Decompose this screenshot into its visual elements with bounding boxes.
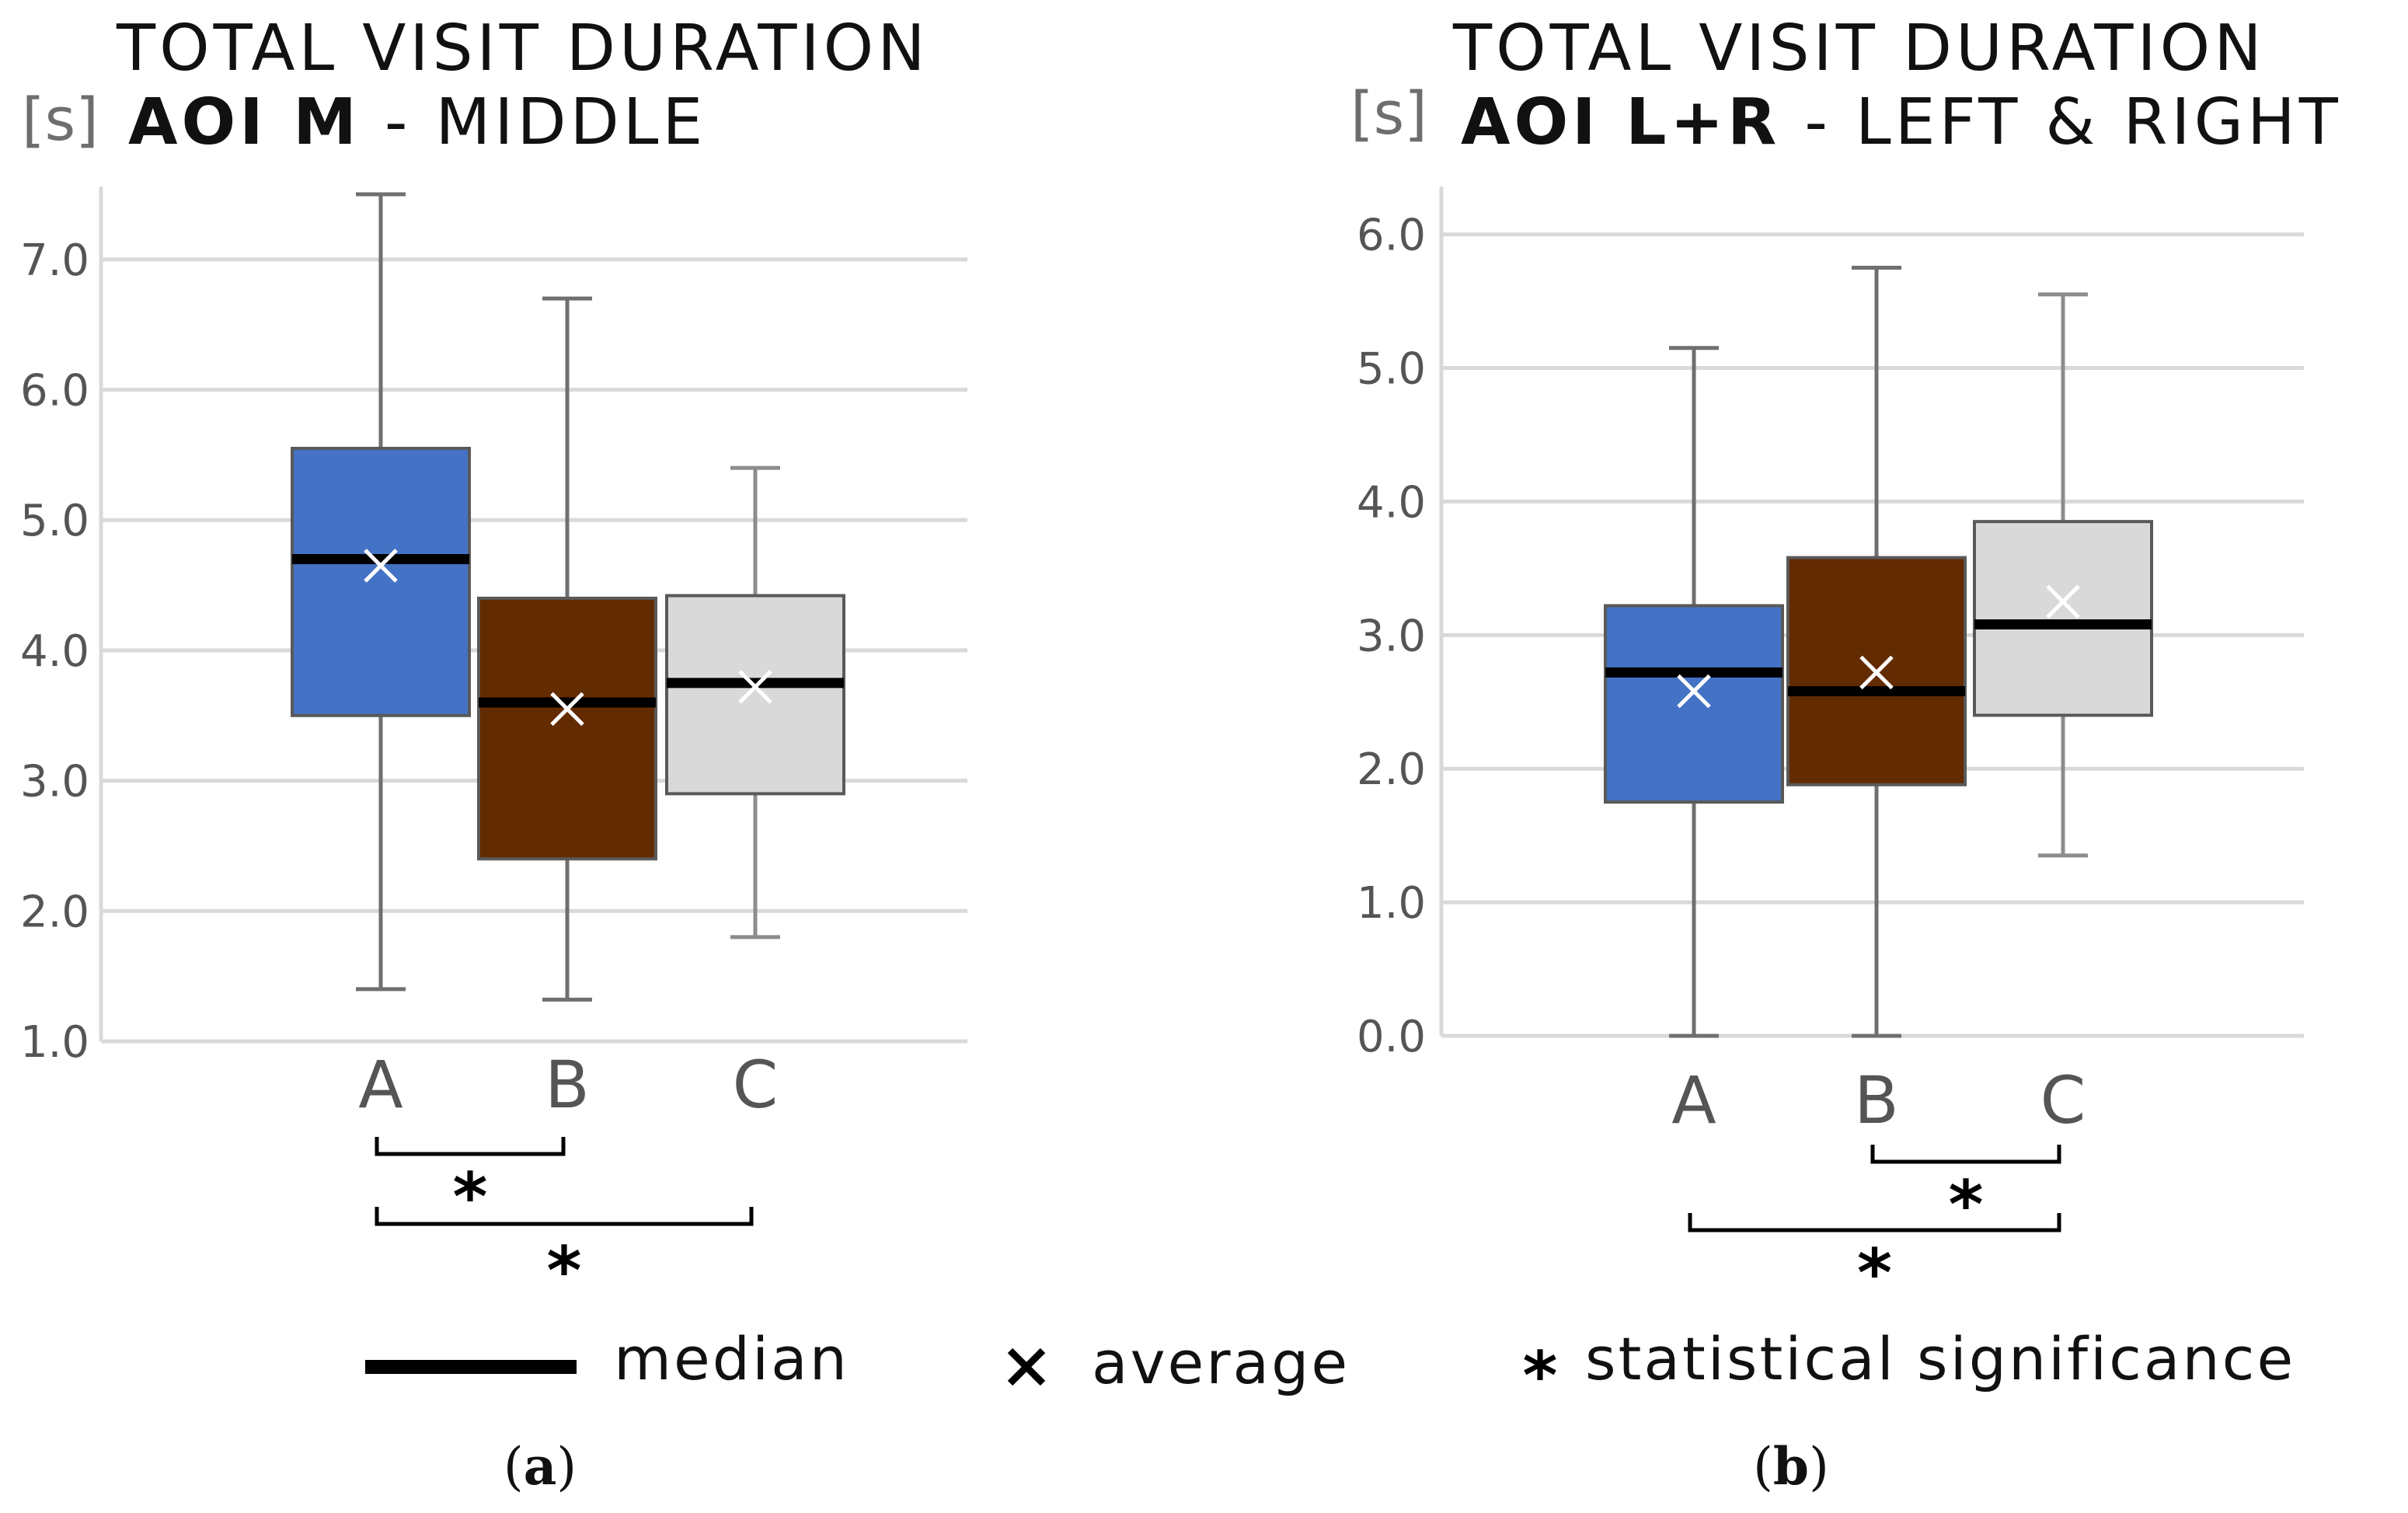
box-a [291, 447, 471, 717]
mean-marker-stroke [550, 692, 584, 727]
box-c [665, 594, 845, 796]
mean-marker-stroke [1859, 655, 1894, 690]
mean-marker-c [2046, 584, 2080, 619]
significance-bracket-a-2: * [375, 1207, 754, 1310]
mean-marker-b [550, 692, 584, 727]
legend-median-label: median [614, 1324, 849, 1393]
significance-bracket-line [375, 1207, 754, 1226]
box-a [1604, 604, 1784, 804]
x-category-label: C [2040, 1062, 2086, 1138]
y-tick-label: 4.0 [20, 626, 89, 677]
x-category-label: C [733, 1047, 779, 1123]
y-tick-label: 3.0 [20, 757, 89, 807]
caption-b: (b) [1753, 1436, 1829, 1497]
y-tick-label: 1.0 [1357, 878, 1426, 929]
caption-a: (a) [504, 1436, 577, 1497]
y-tick-label: 6.0 [1357, 211, 1426, 261]
legend-significance-label: statistical significance [1585, 1324, 2295, 1393]
mean-marker-stroke [1677, 674, 1711, 709]
y-tick-label: 4.0 [1357, 477, 1426, 528]
significance-star: * [1857, 1235, 1892, 1313]
y-tick-label: 6.0 [20, 366, 89, 417]
legend-average-icon [1007, 1347, 1046, 1386]
y-tick-label: 5.0 [1357, 343, 1426, 394]
chart-subtitle-bold-b: AOI L+R [1461, 85, 1780, 159]
y-tick-label: 2.0 [1357, 744, 1426, 795]
plot-area-a: 1.0 2.0 3.0 4.0 5.0 6.0 7.0 A B C ** [20, 187, 967, 1310]
x-category-label: B [1854, 1062, 1899, 1138]
y-tick-label: 0.0 [1357, 1012, 1426, 1062]
y-tick-label: 7.0 [20, 235, 89, 286]
y-tick-label: 1.0 [20, 1017, 89, 1068]
legend-average-label: average [1092, 1328, 1350, 1397]
significance-bracket-line [1870, 1145, 2061, 1164]
chart-subtitle-a: AOI M - MIDDLE [128, 85, 706, 159]
chart-title-b: TOTAL VISIT DURATION [1452, 12, 2266, 85]
mean-marker-c [738, 670, 772, 704]
plot-area-b: 0.0 1.0 2.0 3.0 4.0 5.0 6.0 A B C * * [1357, 187, 2304, 1313]
chart-title-a: TOTAL VISIT DURATION [116, 12, 929, 85]
x-category-label: A [358, 1047, 402, 1123]
significance-star: * [1949, 1166, 1984, 1244]
y-tick-label: 3.0 [1357, 611, 1426, 661]
chart-subtitle-bold-a: AOI M [128, 85, 361, 159]
chart-panel-a: TOTAL VISIT DURATION [s] AOI M - MIDDLE … [20, 12, 967, 1497]
x-category-label: A [1671, 1062, 1716, 1138]
mean-marker-stroke [364, 549, 398, 583]
box-c [1973, 520, 2153, 717]
y-tick-label: 2.0 [20, 887, 89, 937]
mean-marker-stroke [738, 670, 772, 704]
significance-bracket-b-2: * [1688, 1213, 2061, 1313]
y-unit-a: [s] [22, 85, 99, 154]
mean-marker-a [364, 549, 398, 583]
chart-subtitle-rest-b: - LEFT & RIGHT [1804, 85, 2342, 159]
significance-bracket-line [1688, 1213, 2061, 1232]
chart-panel-b: TOTAL VISIT DURATION [s] AOI L+R - LEFT … [1350, 12, 2342, 1497]
significance-bracket-line [375, 1137, 566, 1156]
legend-significance-symbol: * [1523, 1337, 1558, 1415]
mean-marker-a [1677, 674, 1711, 709]
mean-marker-stroke [2046, 584, 2080, 619]
significance-bracket-a-1: * [375, 1137, 566, 1236]
y-unit-b: [s] [1350, 78, 1427, 148]
mean-marker-b [1859, 655, 1894, 690]
chart-subtitle-rest-a: - MIDDLE [385, 85, 706, 159]
significance-star: * [547, 1232, 582, 1310]
legend-median-swatch [365, 1360, 577, 1374]
legend: median average * statistical significanc… [365, 1324, 2295, 1415]
box-b [477, 596, 657, 861]
y-tick-label: 5.0 [20, 496, 89, 546]
chart-subtitle-b: AOI L+R - LEFT & RIGHT [1461, 85, 2342, 159]
x-category-label: B [545, 1047, 590, 1123]
